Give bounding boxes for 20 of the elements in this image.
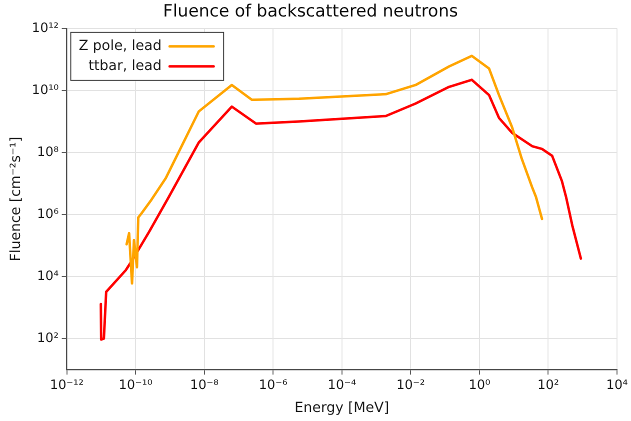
x-tick-label: 10⁻¹² <box>50 378 84 393</box>
x-tick-label: 10⁻⁴ <box>328 378 356 393</box>
chart-title: Fluence of backscattered neutrons <box>163 2 458 22</box>
x-tick-label: 10⁻⁶ <box>258 378 288 393</box>
y-tick-label: 10⁴ <box>37 268 59 284</box>
y-tick-label: 10¹⁰ <box>32 82 59 98</box>
y-tick-label: 10⁸ <box>37 144 59 160</box>
legend-label: Z pole, lead <box>78 38 162 54</box>
x-tick-label: 10⁻¹⁰ <box>118 378 152 393</box>
y-tick-label: 10¹² <box>32 20 59 36</box>
x-axis-title: Energy [MeV] <box>294 400 390 416</box>
x-tick-label: 10⁰ <box>468 378 490 393</box>
y-tick-label: 10⁶ <box>37 206 59 222</box>
legend-label: ttbar, lead <box>88 58 162 74</box>
x-tick-label: 10² <box>537 378 560 393</box>
y-axis-title: Fluence [cm⁻²s⁻¹] <box>8 136 24 262</box>
x-tick-label: 10⁴ <box>606 378 628 393</box>
x-tick-label: 10⁻² <box>396 378 425 393</box>
x-tick-label: 10⁻⁸ <box>190 378 219 393</box>
y-tick-label: 10² <box>37 330 59 346</box>
